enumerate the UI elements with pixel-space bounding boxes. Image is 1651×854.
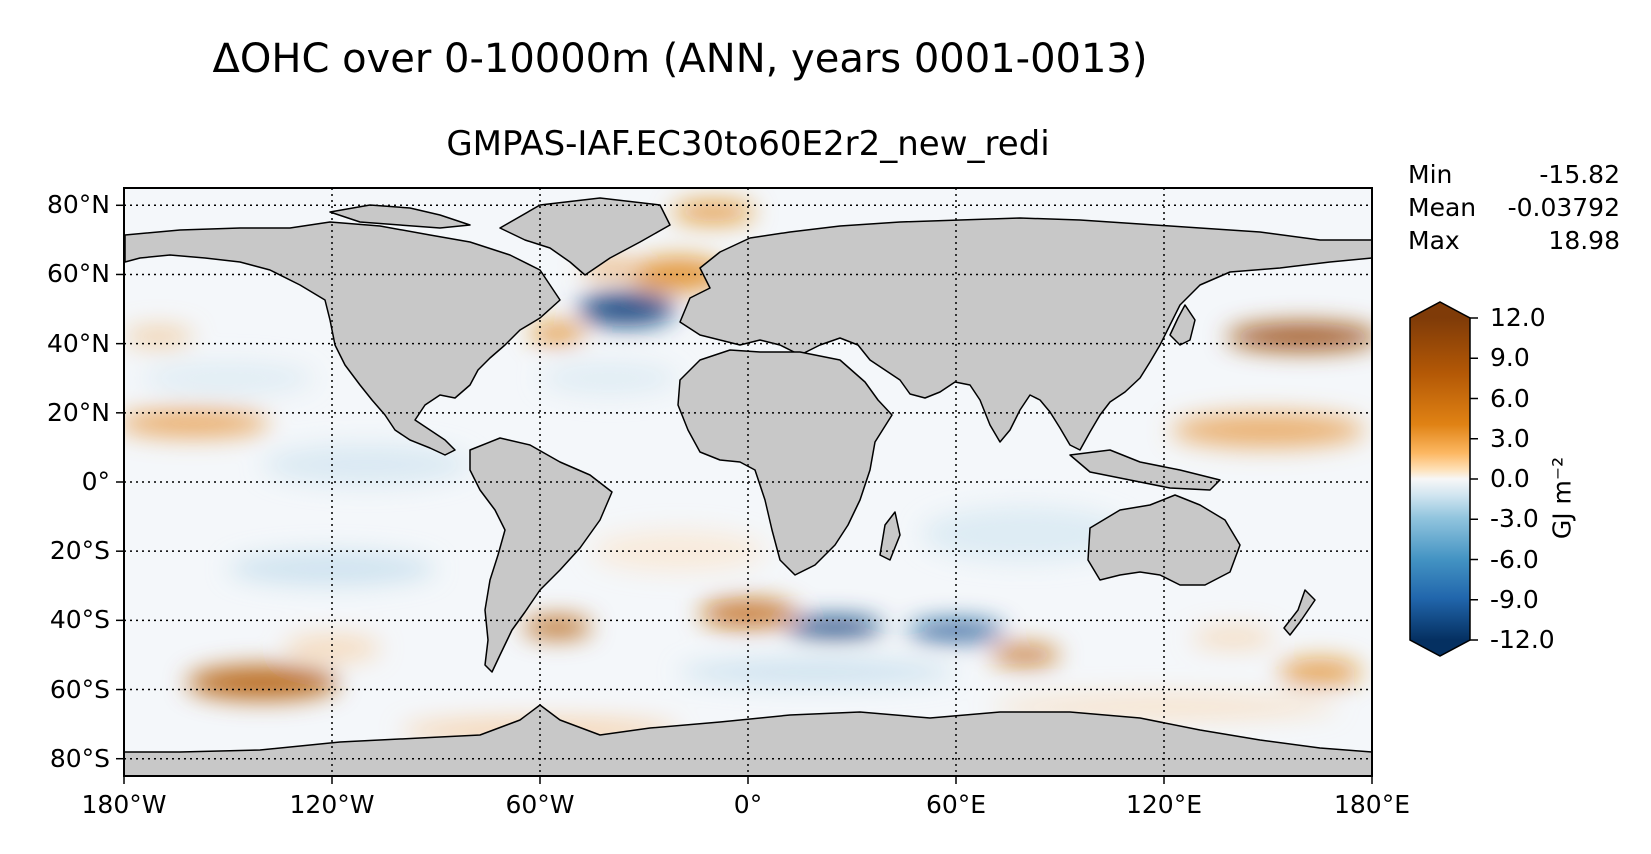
map-area <box>124 188 1372 776</box>
lat-label: 40°N <box>46 328 110 358</box>
colorbar-extend-bottom <box>1410 640 1470 656</box>
colorbar-tick-label: -9.0 <box>1490 584 1539 614</box>
anomaly-patch <box>921 506 1130 562</box>
africa-land <box>677 349 893 576</box>
anomaly-patch <box>990 644 1060 666</box>
anomaly-patch <box>678 658 956 687</box>
anomaly-patch <box>186 665 339 700</box>
colorbar-ticks <box>1470 317 1478 641</box>
stats-box: Min -15.82 Mean -0.03792 Max 18.98 <box>1408 158 1620 257</box>
lon-label: 60°W <box>505 790 575 819</box>
anomaly-patch <box>671 201 755 223</box>
lat-label: 20°N <box>46 397 110 427</box>
eurasia-land <box>679 217 1372 451</box>
stat-min: Min -15.82 <box>1408 160 1620 189</box>
anomaly-patch <box>592 530 766 572</box>
colorbar-unit-label: GJ m⁻² <box>1547 456 1577 540</box>
anomaly-patch <box>262 443 471 486</box>
anomaly-patch <box>124 409 270 438</box>
anomaly-patch <box>786 616 884 638</box>
lon-ticks <box>123 776 1373 784</box>
lat-label: 60°S <box>49 674 110 704</box>
colorbar-tick-label: 3.0 <box>1490 423 1530 453</box>
lon-label: 60°E <box>925 790 987 819</box>
lon-label: 120°W <box>289 790 375 819</box>
south-america-land <box>469 437 613 673</box>
lat-label: 80°N <box>46 190 110 220</box>
anomaly-patch <box>1226 322 1372 351</box>
anomaly-patch <box>283 634 381 662</box>
lon-label: 180°E <box>1333 790 1410 819</box>
anomaly-patch <box>228 551 436 586</box>
map-subtitle: GMPAS-IAF.EC30to60E2r2_new_redi <box>446 124 1050 164</box>
lon-label: 120°E <box>1125 790 1202 819</box>
lat-label: 0° <box>81 467 110 496</box>
colorbar-tick-label: -6.0 <box>1490 544 1539 574</box>
anomaly-patch <box>141 360 315 396</box>
anomaly-patch <box>124 326 194 348</box>
colorbar-extend-top <box>1410 302 1470 318</box>
lat-label: 60°N <box>46 259 110 289</box>
colorbar-tick-label: 0.0 <box>1490 464 1530 493</box>
colorbar-tick-label: 6.0 <box>1490 383 1530 413</box>
japan-land <box>1169 304 1196 346</box>
colorbar-tick-label: 9.0 <box>1490 343 1530 373</box>
new-zealand-land <box>1283 589 1316 636</box>
colorbar-tick-label: -3.0 <box>1490 504 1539 534</box>
anomaly-patch <box>907 620 1005 642</box>
lat-label: 80°S <box>49 743 110 773</box>
lat-label: 40°S <box>49 605 110 635</box>
lat-label: 20°S <box>49 536 110 566</box>
anomaly-patch <box>529 322 586 344</box>
lat-ticks <box>116 204 124 760</box>
colorbar-tick-label: -12.0 <box>1490 625 1555 654</box>
north-america-land <box>124 221 561 456</box>
madagascar-land <box>879 511 901 561</box>
anomaly-patch <box>1278 658 1362 687</box>
colorbar-tick-label: 12.0 <box>1490 303 1546 332</box>
anomaly-patch <box>1170 412 1366 448</box>
stat-max: Max 18.98 <box>1408 226 1620 255</box>
greenland-land <box>499 197 671 276</box>
stat-mean: Mean -0.03792 <box>1408 193 1620 222</box>
figure-title: ΔOHC over 0-10000m (ANN, years 0001-0013… <box>212 36 1148 82</box>
anomaly-patch <box>1191 627 1275 649</box>
colorbar-body <box>1410 318 1470 640</box>
lon-label: 180°W <box>81 790 167 819</box>
anomaly-patch <box>540 360 679 396</box>
lon-label: 0° <box>733 790 763 819</box>
graticule <box>124 188 1372 776</box>
australia-land <box>1087 494 1241 586</box>
indonesia-land <box>1069 449 1221 491</box>
anomaly-patch <box>578 291 676 327</box>
